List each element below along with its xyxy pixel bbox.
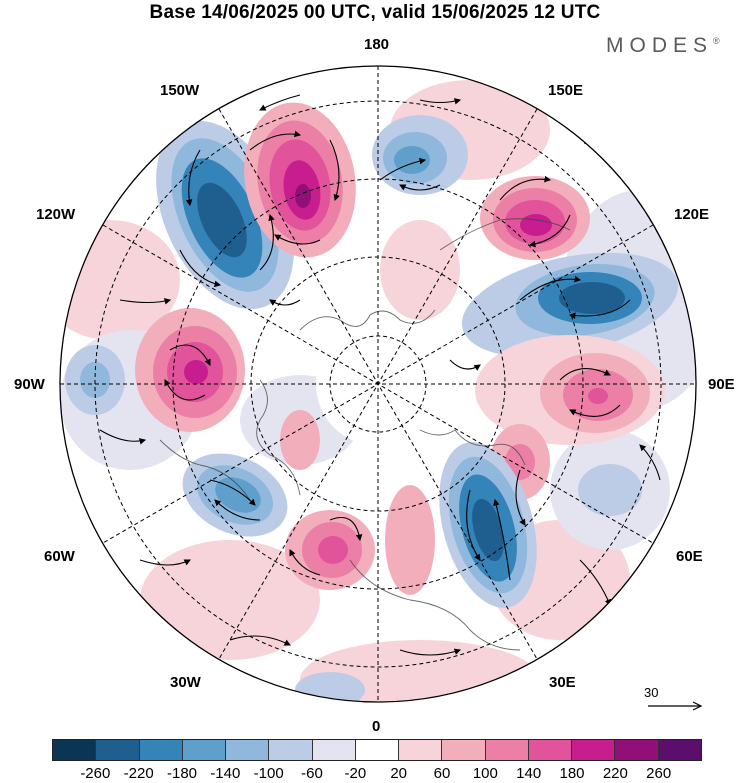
- colorbar-swatch: [182, 740, 227, 760]
- lon-label-30w: 30W: [170, 674, 201, 691]
- lon-label-30e: 30E: [549, 674, 576, 691]
- colorbar-tick-label: 180: [559, 765, 585, 782]
- colorbar-tick-label: -140: [210, 765, 241, 782]
- lon-label-90e: 90E: [708, 376, 735, 393]
- colorbar-tick-label: -100: [253, 765, 284, 782]
- reference-vector-label: 30: [644, 685, 659, 700]
- colorbar-tick-label: 60: [433, 765, 451, 782]
- colorbar-swatch: [442, 740, 486, 760]
- colorbar-tick-label: 20: [390, 765, 407, 782]
- lon-label-60e: 60E: [676, 548, 703, 565]
- anomaly-low-180: [372, 115, 468, 195]
- map-boundary: [59, 65, 697, 703]
- colorbar-swatch: [399, 740, 443, 760]
- colorbar-swatch: [312, 740, 356, 760]
- reference-vector-arrow: [648, 701, 703, 711]
- anomaly-high-90w: [135, 308, 245, 432]
- brand-logo: MODES®: [606, 34, 720, 57]
- colorbar-tick-label: 260: [646, 765, 672, 782]
- lon-label-0: 0: [372, 718, 381, 735]
- colorbar-swatch: [226, 740, 270, 760]
- colorbar-swatch: [528, 740, 573, 760]
- colorbar-tick-label: -20: [344, 765, 367, 782]
- lon-label-120e: 120E: [674, 206, 710, 223]
- anomaly-high-130e: [480, 176, 590, 260]
- lon-label-180: 180: [364, 36, 390, 53]
- colorbar-tick-label: -60: [301, 765, 323, 782]
- colorbar: [52, 739, 702, 761]
- colorbar-swatch: [615, 740, 659, 760]
- lon-label-60w: 60W: [44, 548, 75, 565]
- map-title: Base 14/06/2025 00 UTC, valid 15/06/2025…: [149, 2, 601, 23]
- colorbar-tick-label: -220: [123, 765, 154, 782]
- anomaly-low-110e: [461, 252, 679, 358]
- lon-label-150e: 150E: [548, 82, 584, 99]
- lon-label-90w: 90W: [14, 376, 45, 393]
- colorbar-tick-label: -260: [80, 765, 111, 782]
- colorbar-swatch: [139, 740, 183, 760]
- coastlines: [159, 218, 571, 651]
- colorbar-swatch: [355, 740, 400, 760]
- colorbar-tick-label: 100: [472, 765, 498, 782]
- colorbar-swatch: [53, 740, 97, 760]
- colorbar-swatch: [658, 740, 701, 760]
- lon-label-120w: 120W: [36, 206, 76, 223]
- colorbar-tick-label: 140: [516, 765, 542, 782]
- colorbar-swatch: [572, 740, 616, 760]
- colorbar-tick-label: -180: [166, 765, 198, 782]
- colorbar-swatch: [485, 740, 529, 760]
- anomaly-high-90e: [475, 335, 665, 445]
- colorbar-swatch: [96, 740, 140, 760]
- colorbar-tick-label: 220: [602, 765, 628, 782]
- colorbar-swatch: [269, 740, 313, 760]
- lon-label-150w: 150W: [160, 82, 200, 99]
